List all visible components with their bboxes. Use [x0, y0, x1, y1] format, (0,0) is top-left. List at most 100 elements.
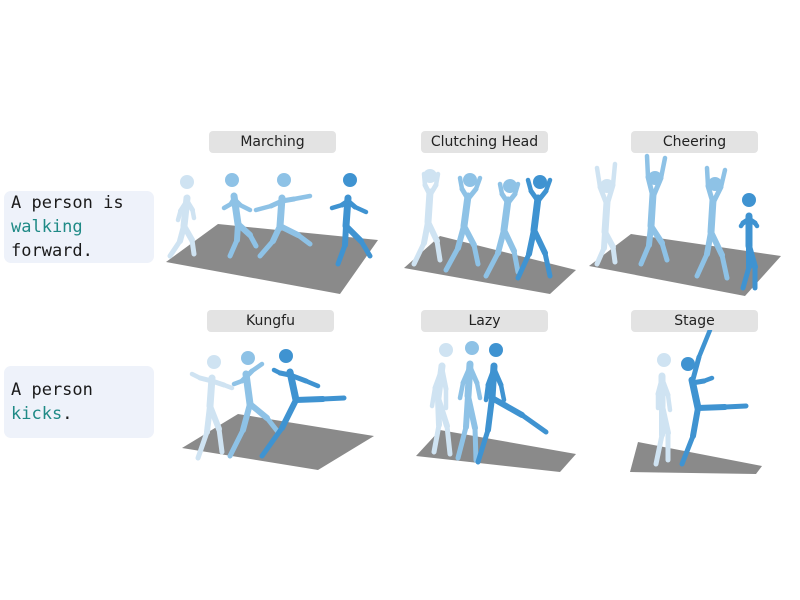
- limb: [221, 382, 235, 391]
- limb: [253, 203, 274, 213]
- stick-figure: [221, 173, 259, 259]
- stick-figure: [259, 349, 347, 459]
- floor-plane: [166, 224, 378, 294]
- limb: [475, 427, 491, 465]
- limb: [175, 208, 183, 223]
- stick-figure: [475, 343, 549, 465]
- limb: [444, 423, 453, 457]
- limb: [247, 401, 270, 421]
- limb: [352, 204, 369, 215]
- limb: [435, 395, 450, 429]
- limb: [291, 193, 313, 202]
- stick-figure: [167, 175, 197, 259]
- limb: [659, 403, 671, 436]
- stick-figure: [694, 165, 730, 281]
- limb: [511, 248, 521, 275]
- limb: [740, 264, 752, 291]
- limb: [515, 251, 532, 281]
- limb: [227, 427, 246, 459]
- limb: [644, 153, 651, 180]
- limb: [257, 238, 276, 259]
- limb: [594, 165, 603, 190]
- limb: [221, 201, 234, 211]
- limb: [295, 232, 313, 247]
- limb: [411, 240, 427, 267]
- limb: [531, 227, 548, 256]
- limb: [719, 252, 730, 281]
- prompt-kicks-prefix: A person: [11, 380, 93, 400]
- style-label-cheering: Cheering: [631, 131, 758, 153]
- stick-figure: [411, 169, 443, 267]
- panel-stage: [630, 330, 762, 474]
- limb: [665, 392, 673, 413]
- head: [207, 355, 221, 369]
- head: [600, 179, 614, 193]
- floor-plane: [416, 430, 576, 472]
- limb: [738, 220, 746, 229]
- stick-figure: [638, 153, 670, 267]
- limb: [335, 242, 348, 267]
- limb: [287, 372, 309, 384]
- head: [648, 171, 662, 185]
- limb: [434, 238, 443, 263]
- head: [279, 349, 293, 363]
- limb: [525, 177, 534, 194]
- stick-figure: [329, 173, 373, 267]
- limb: [659, 376, 671, 398]
- head: [225, 173, 239, 187]
- limb: [543, 177, 553, 194]
- head: [241, 351, 255, 365]
- prompt-walking-line1: A person is: [11, 193, 124, 213]
- limb: [690, 405, 701, 439]
- limb: [519, 412, 549, 435]
- limb: [638, 242, 652, 267]
- limb: [343, 223, 364, 244]
- limb: [216, 426, 225, 455]
- stick-figure: [443, 173, 483, 273]
- limb: [704, 165, 711, 189]
- stick-figure: [483, 179, 521, 279]
- limb: [512, 181, 521, 197]
- limb: [483, 250, 501, 279]
- limb: [195, 429, 210, 461]
- prompt-walking-keyword: walking: [11, 217, 83, 237]
- limb: [457, 380, 466, 401]
- limb: [259, 425, 285, 459]
- floor-plane: [630, 442, 762, 474]
- panel-lazy: [416, 341, 576, 472]
- limb: [465, 393, 478, 431]
- head: [439, 343, 453, 357]
- prompt-walking-line2: walking forward.: [11, 215, 154, 263]
- limb: [653, 432, 665, 467]
- limb: [207, 403, 222, 432]
- stick-figure: [594, 161, 618, 267]
- stick-figure: [227, 351, 281, 459]
- limb: [429, 385, 438, 409]
- style-label-stage: Stage: [631, 310, 758, 332]
- limb: [181, 223, 195, 243]
- prompt-walking-suffix: forward.: [11, 241, 93, 261]
- limb: [247, 232, 259, 249]
- limb: [501, 227, 517, 254]
- stick-figure: [738, 193, 760, 291]
- limb: [610, 244, 618, 265]
- limb: [271, 367, 283, 376]
- limb: [167, 238, 183, 259]
- limb: [498, 382, 507, 403]
- head: [180, 175, 194, 189]
- limb: [497, 181, 505, 197]
- limb: [237, 202, 253, 213]
- limb: [658, 155, 668, 181]
- limb: [457, 175, 465, 192]
- floor-plane: [182, 414, 374, 470]
- limb: [471, 242, 481, 267]
- head: [742, 193, 756, 207]
- limb: [461, 223, 477, 248]
- limb: [249, 361, 265, 374]
- limb: [659, 240, 670, 263]
- limb: [594, 245, 607, 267]
- limb: [240, 401, 253, 433]
- limb: [542, 250, 553, 279]
- stick-figure: [679, 330, 749, 467]
- limb: [474, 380, 483, 401]
